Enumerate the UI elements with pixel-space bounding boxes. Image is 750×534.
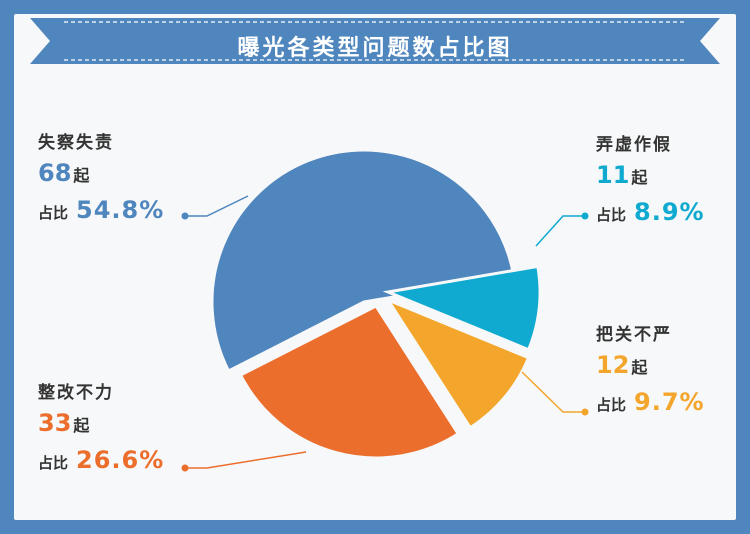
- slice-name-2: 把关不严: [596, 325, 672, 345]
- slice-percent-row-1: 占比 8.9%: [596, 198, 705, 226]
- slice-label-group-2: 把关不严 12 起 占比 9.7%: [596, 320, 705, 416]
- slice-unit-2: 起: [631, 358, 648, 377]
- title-banner: [30, 18, 720, 64]
- leader-line-0: [185, 195, 249, 217]
- slice-percent-3: 26.6%: [76, 446, 165, 474]
- slice-label-group-3: 整改不力 33 起 占比 26.6%: [38, 378, 164, 474]
- slice-count-1: 11: [596, 161, 630, 189]
- chart-title: 曝光各类型问题数占比图: [237, 36, 513, 61]
- leader-line-3: [185, 451, 307, 469]
- slice-unit-0: 起: [73, 166, 90, 185]
- slice-count-row-1: 11 起: [596, 161, 705, 192]
- leader-dot-1: [581, 212, 589, 220]
- slice-unit-3: 起: [73, 416, 90, 435]
- slice-count-2: 12: [596, 351, 630, 379]
- slice-unit-1: 起: [631, 168, 648, 187]
- slice-percent-row-3: 占比 26.6%: [38, 446, 164, 474]
- slice-count-3: 33: [38, 409, 72, 437]
- slice-percent-2: 9.7%: [634, 388, 705, 416]
- slice-ratio-label-3: 占比: [38, 454, 69, 472]
- slice-count-row-2: 12 起: [596, 351, 705, 382]
- slice-percent-0: 54.8%: [76, 196, 165, 224]
- slice-count-row-3: 33 起: [38, 409, 164, 440]
- leader-line-1: [535, 215, 585, 247]
- slice-ratio-label-1: 占比: [596, 206, 627, 224]
- pie-slice-0: [210, 148, 516, 374]
- slice-percent-1: 8.9%: [634, 198, 705, 226]
- slice-percent-row-2: 占比 9.7%: [596, 388, 705, 416]
- slice-ratio-label-2: 占比: [596, 396, 627, 414]
- pie-slice-3: [238, 304, 461, 460]
- slice-count-0: 68: [38, 159, 72, 187]
- slice-label-group-1: 弄虚作假 11 起 占比 8.9%: [596, 130, 705, 226]
- slice-count-row-0: 68 起: [38, 159, 164, 190]
- leader-dot-0: [181, 212, 189, 220]
- leader-dot-2: [581, 408, 589, 416]
- slice-name-1: 弄虚作假: [596, 135, 672, 155]
- slice-ratio-label-0: 占比: [38, 204, 69, 222]
- pie-slice-1: [382, 264, 542, 352]
- pie-slice-2: [384, 296, 531, 430]
- slice-label-group-0: 失察失责 68 起 占比 54.8%: [38, 128, 164, 224]
- leader-line-2: [521, 371, 585, 413]
- slice-name-3: 整改不力: [38, 383, 114, 403]
- slice-name-0: 失察失责: [38, 133, 114, 153]
- slice-percent-row-0: 占比 54.8%: [38, 196, 164, 224]
- leader-dot-3: [181, 464, 189, 472]
